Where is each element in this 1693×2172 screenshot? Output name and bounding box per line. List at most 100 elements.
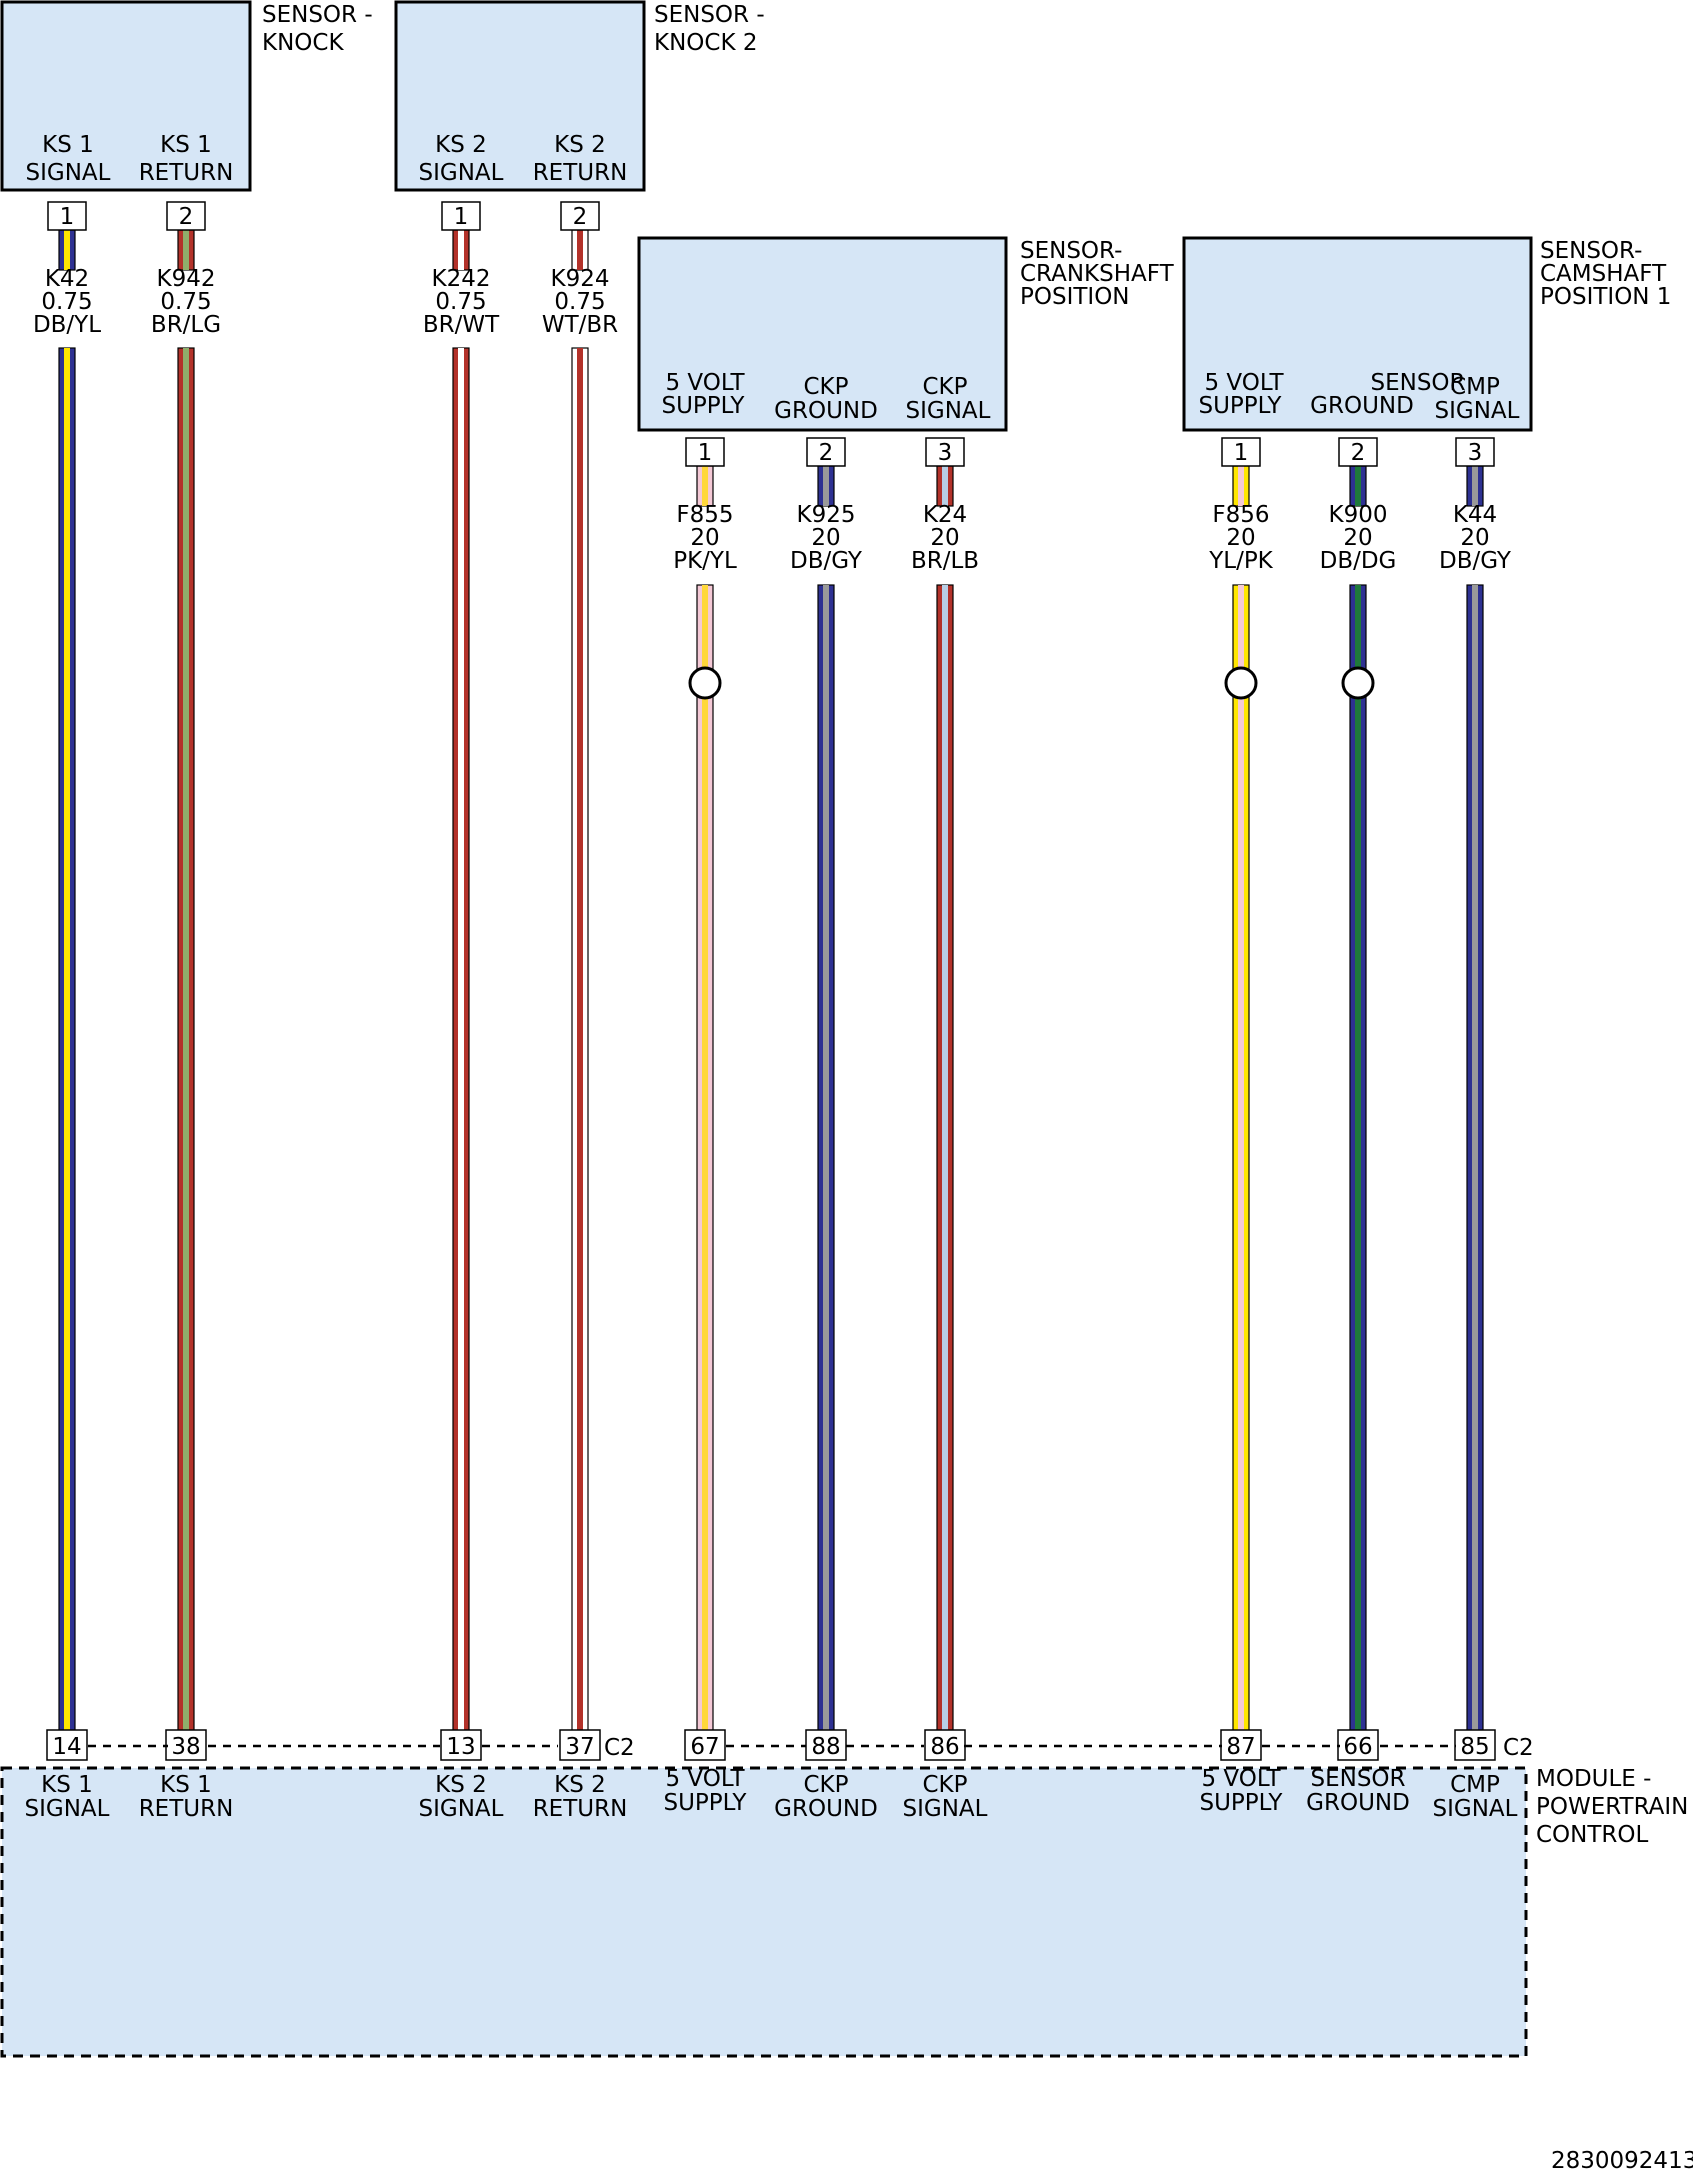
gauge-label-f855: 20 [690,525,719,551]
wire-f856-stub [1232,465,1250,507]
svg-text:37: 37 [565,1734,594,1760]
circuit-label-k242: K242 [432,266,491,292]
svg-text:3: 3 [1468,440,1483,466]
knock2-pin2-label-line2: RETURN [533,160,628,186]
wire-f855 [696,584,714,1734]
gauge-label-k925: 20 [811,525,840,551]
knock2-pin1-label-line2: SIGNAL [419,160,504,186]
pcm-function-f855-line1: 5 VOLT [665,1766,745,1792]
circuit-label-k900: K900 [1329,502,1388,528]
cmp-pin3-label-line1: CMP [1450,374,1500,400]
splice-k900 [1341,666,1375,700]
wire-k942 [177,347,195,1734]
sensor-pin-k924: 2 [560,201,600,231]
knock2-name-line2: KNOCK 2 [654,30,757,56]
svg-text:67: 67 [690,1734,719,1760]
cmp-name-line3: POSITION 1 [1540,284,1671,310]
circuit-label-f855: F855 [676,502,733,528]
svg-text:3: 3 [938,440,953,466]
ckp-name-line1: SENSOR- [1020,238,1122,264]
svg-text:1: 1 [1234,440,1249,466]
svg-text:38: 38 [171,1734,200,1760]
gauge-label-k942: 0.75 [160,289,211,315]
cmp-sensor-box [1182,236,1533,432]
sensor-pin-k24: 3 [925,437,965,467]
pcm-name-line1: MODULE - [1536,1766,1651,1792]
svg-text:86: 86 [930,1734,959,1760]
wire-k44-stub [1466,465,1484,507]
wire-k24 [936,584,954,1734]
wire-k942-stub [177,229,195,271]
svg-text:13: 13 [446,1734,475,1760]
pcm-function-f856-line1: 5 VOLT [1201,1766,1281,1792]
wire-k44 [1466,584,1484,1734]
knock2-name-line1: SENSOR - [654,2,765,28]
wire-k42-stub [58,229,76,271]
pcm-function-f855-line2: SUPPLY [664,1790,748,1816]
pcm-function-k24-line1: CKP [922,1772,967,1798]
cmp-pin1-label-line2: SUPPLY [1199,393,1283,419]
ckp-pin1-label-line2: SUPPLY [662,393,746,419]
splice-f856 [1224,666,1258,700]
svg-text:1: 1 [60,204,75,230]
svg-text:1: 1 [698,440,713,466]
wire-f855-stub [696,465,714,507]
circuit-label-k44: K44 [1453,502,1497,528]
svg-text:87: 87 [1226,1734,1255,1760]
cmp-pin2-label-line1: SENSOR [1370,370,1465,396]
gauge-label-k42: 0.75 [41,289,92,315]
wires-layer [58,229,1484,1734]
pcm-function-k900-line1: SENSOR [1310,1766,1405,1792]
ckp-pin1-label-line1: 5 VOLT [665,370,745,396]
color-code-label-k900: DB/DG [1320,548,1397,574]
gauge-label-k44: 20 [1460,525,1489,551]
pcm-pin-k44: 85 [1454,1729,1496,1761]
circuit-label-k925: K925 [797,502,856,528]
pcm-function-k900-line2: GROUND [1306,1790,1410,1816]
color-code-label-f856: YL/PK [1208,548,1273,574]
sensor-pin-k42: 1 [47,201,87,231]
pcm-function-k942-line2: RETURN [139,1796,234,1822]
knock-sensor-1-box [0,0,252,192]
c2-connector-label-left: C2 [604,1735,635,1761]
knock1-name-line2: KNOCK [262,30,344,56]
pcm-function-k24-line2: SIGNAL [903,1796,988,1822]
splice-f855 [688,666,722,700]
wire-k42 [58,347,76,1734]
circuit-label-f856: F856 [1212,502,1269,528]
svg-text:66: 66 [1343,1734,1372,1760]
pcm-pin-k942: 38 [165,1729,207,1761]
pcm-function-f856-line2: SUPPLY [1200,1790,1284,1816]
cmp-name-line2: CAMSHAFT [1540,261,1667,287]
svg-text:2: 2 [1351,440,1366,466]
svg-text:2: 2 [819,440,834,466]
sensor-pin-f855: 1 [685,437,725,467]
pcm-function-k42-line2: SIGNAL [25,1796,110,1822]
gauge-label-f856: 20 [1226,525,1255,551]
circuit-label-k42: K42 [45,266,89,292]
knock-sensor-2-box [394,0,646,192]
sensor-pin-k242: 1 [441,201,481,231]
svg-text:85: 85 [1460,1734,1489,1760]
pcm-pin-f856: 87 [1220,1729,1262,1761]
sensor-pin-k900: 2 [1338,437,1378,467]
pcm-name-line3: CONTROL [1536,1822,1649,1848]
color-code-label-k24: BR/LB [911,548,979,574]
svg-text:88: 88 [811,1734,840,1760]
wire-k924-stub [571,229,589,271]
c2-connector-label-right: C2 [1503,1735,1534,1761]
knock1-name-line1: SENSOR - [262,2,373,28]
pcm-box [0,1766,1528,2058]
pcm-name-line2: POWERTRAIN [1536,1794,1688,1820]
gauge-label-k900: 20 [1343,525,1372,551]
ckp-sensor-box [637,236,1008,432]
pcm-pin-k242: 13 [440,1729,482,1761]
pcm-function-k242-line1: KS 2 [435,1772,487,1798]
circuit-label-k924: K924 [551,266,610,292]
pcm-function-k42-line1: KS 1 [41,1772,93,1798]
ckp-pin3-label-line1: CKP [922,374,967,400]
svg-text:2: 2 [573,204,588,230]
wire-k242 [452,347,470,1734]
